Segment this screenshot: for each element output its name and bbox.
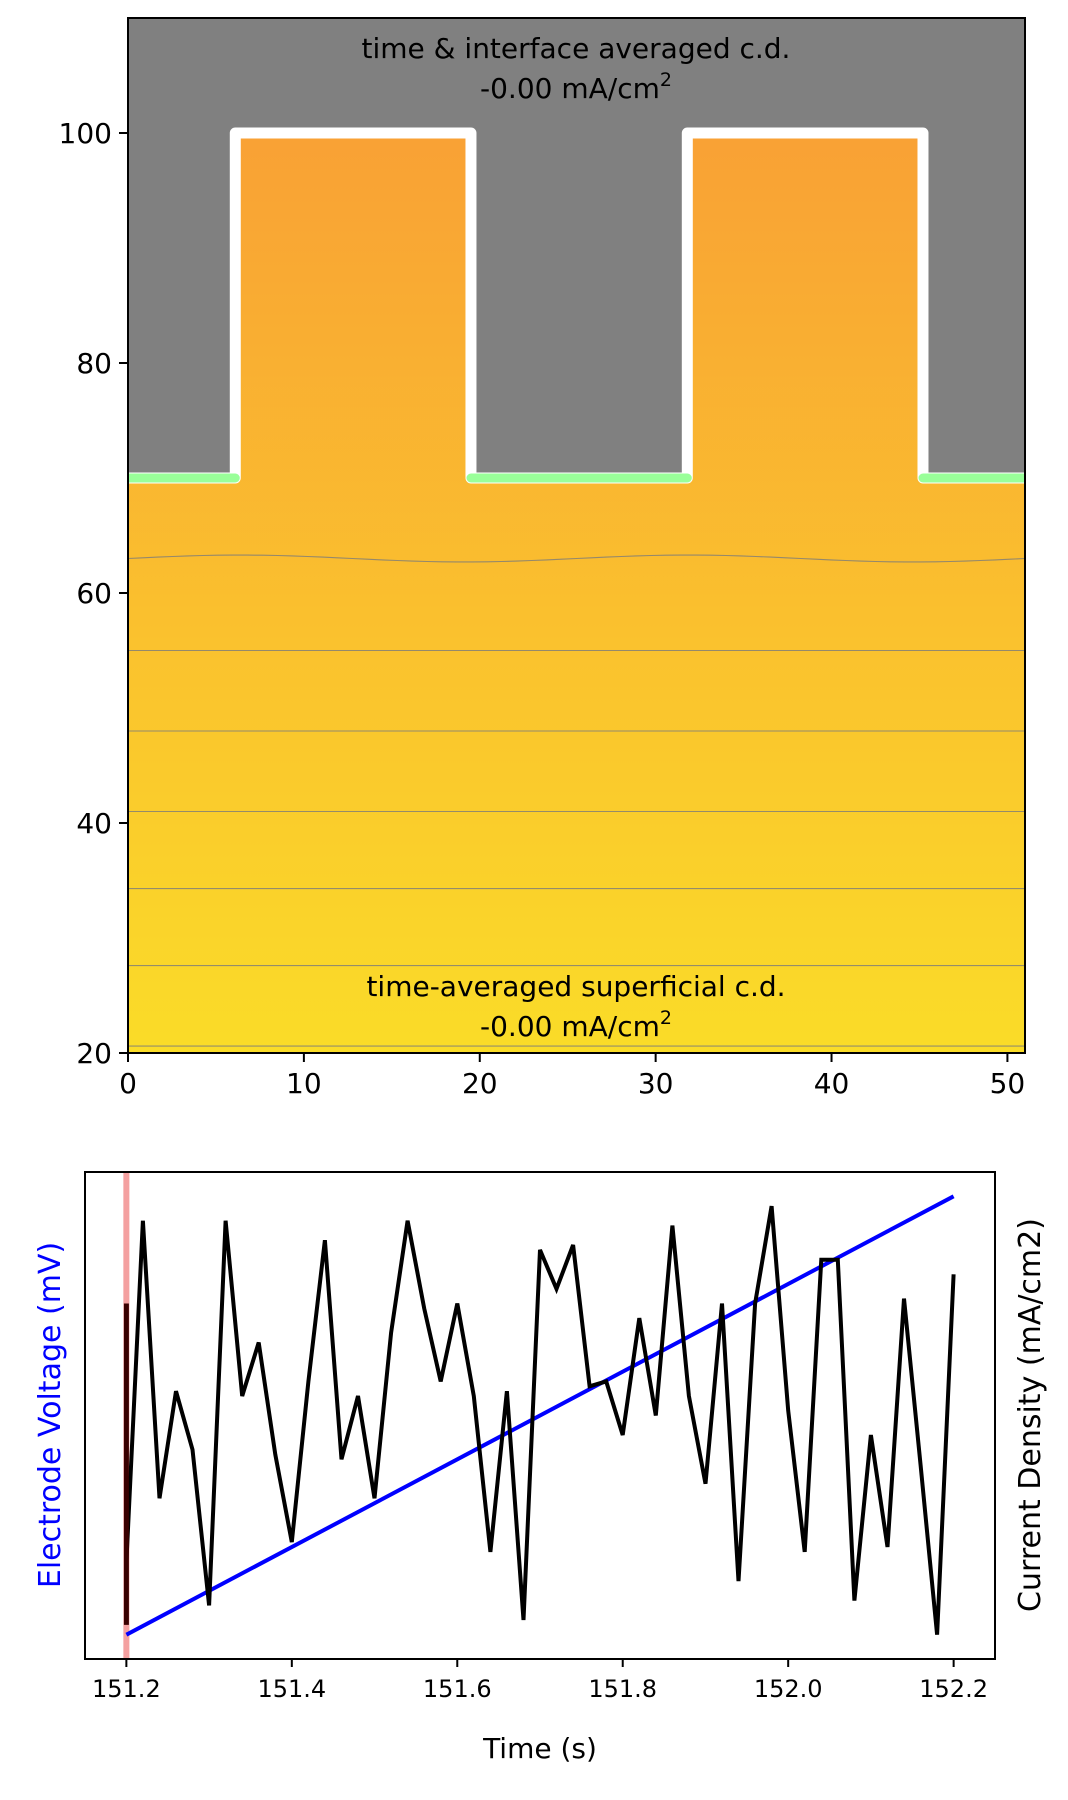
top-y-tick-label: 40 bbox=[76, 807, 112, 840]
voltage-current-chart: 151.2 151.4 151.6 151.8 152.0 152.2 Time (s) … bbox=[33, 1171, 1048, 1765]
bottom-x-tick-label: 151.2 bbox=[92, 1675, 161, 1703]
top-y-tick-label: 60 bbox=[76, 577, 112, 610]
bottom-x-tick-label: 152.2 bbox=[919, 1675, 988, 1703]
electrode-voltage-line bbox=[125, 1194, 955, 1637]
top-annotation-exponent: 2 bbox=[660, 69, 672, 91]
bottom-x-axis: 151.2 151.4 151.6 151.8 152.0 152.2 bbox=[92, 1659, 988, 1703]
bottom-annotation-exponent: 2 bbox=[660, 1007, 672, 1029]
bottom-plot-frame bbox=[84, 1171, 996, 1660]
top-annotation-line2: -0.00 mA/cm2 bbox=[480, 69, 672, 105]
top-annotation-value: -0.00 mA/cm bbox=[480, 72, 660, 105]
bottom-x-tick-label: 152.0 bbox=[754, 1675, 823, 1703]
top-y-tick-label: 80 bbox=[76, 347, 112, 380]
top-x-tick-label: 30 bbox=[638, 1067, 674, 1100]
concentration-field-chart: 0 10 20 30 40 50 20 40 60 80 100 time & interface… bbox=[59, 17, 1026, 1100]
top-x-axis: 0 10 20 30 40 50 bbox=[119, 1053, 1025, 1100]
bottom-annotation-value: -0.00 mA/cm bbox=[480, 1010, 660, 1043]
top-annotation-line1: time & interface averaged c.d. bbox=[362, 32, 791, 65]
current-density-line bbox=[124, 1205, 956, 1635]
top-x-tick-label: 20 bbox=[462, 1067, 498, 1100]
right-axis-label: Current Density (mA/cm2) bbox=[1013, 1218, 1048, 1612]
top-x-tick-label: 10 bbox=[286, 1067, 322, 1100]
top-x-tick-label: 40 bbox=[814, 1067, 850, 1100]
x-axis-label: Time (s) bbox=[482, 1732, 597, 1765]
top-y-tick-label: 100 bbox=[59, 117, 112, 150]
bottom-annotation-line2: -0.00 mA/cm2 bbox=[480, 1007, 672, 1043]
top-x-tick-label: 50 bbox=[990, 1067, 1026, 1100]
bottom-annotation-line1: time-averaged superficial c.d. bbox=[366, 970, 785, 1003]
contour-lines bbox=[128, 554, 1025, 1047]
top-plot-frame bbox=[127, 17, 1026, 1054]
top-y-axis: 20 40 60 80 100 bbox=[59, 117, 128, 1070]
contour-line bbox=[128, 554, 1025, 563]
left-axis-label: Electrode Voltage (mV) bbox=[33, 1242, 68, 1588]
top-x-tick-label: 0 bbox=[119, 1067, 137, 1100]
bottom-x-tick-label: 151.6 bbox=[423, 1675, 492, 1703]
bottom-x-tick-label: 151.8 bbox=[588, 1675, 657, 1703]
electrolyte-region bbox=[128, 133, 1025, 1053]
bottom-x-tick-label: 151.4 bbox=[257, 1675, 326, 1703]
top-y-tick-label: 20 bbox=[76, 1037, 112, 1070]
